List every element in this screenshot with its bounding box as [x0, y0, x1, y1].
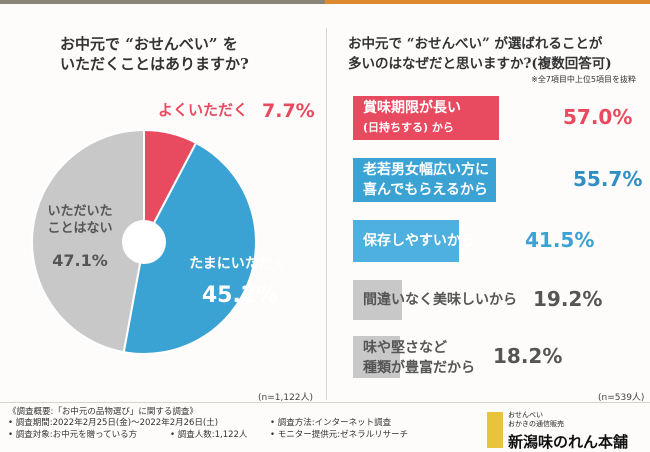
pie-slice-sometimes [122, 141, 257, 355]
bar-storage [353, 220, 460, 262]
bar-title: お中元で “おせんべい” が選ばれることが 多いのはなぜだと思いますか?(複数回… [348, 34, 648, 74]
bar-variety [353, 336, 400, 378]
bar-label-storage: 保存しやすいから [363, 231, 475, 251]
pie-label-never-line-1: いただいた [47, 204, 112, 219]
bar-label-line-1: 賞味期限が長い [363, 100, 461, 116]
pie-value-often: 7.7% [262, 100, 315, 122]
bar-label-line-2: 種類が豊富だから [363, 360, 475, 376]
bar-label-line-1: 味や堅さなど [363, 340, 447, 356]
bar-label-line-2: 喜んでもらえるから [363, 182, 488, 198]
bar-label-shelf-life: 賞味期限が長い (日持ちする) から [363, 98, 461, 138]
footer-title: 《調査概要:「お中元の品物選び」に関する調査》 [8, 407, 198, 417]
pie-title-line-1: お中元で “おせんべい” を [60, 35, 238, 53]
bar-title-line-1: お中元で “おせんべい” が選ばれることが [348, 36, 603, 52]
bar-label-line-1: 保存しやすいから [363, 233, 475, 249]
logo-subtitle: おせんべい おかきの通信販売 [508, 411, 564, 429]
bar-value-delicious: 19.2% [533, 287, 603, 311]
pie-label-often: よくいただく [158, 101, 248, 119]
footer-provider: • モニター提供元:ゼネラルリサーチ [270, 430, 409, 440]
pie-value-sometimes: 45.2% [202, 283, 278, 308]
pie-label-sometimes: たまにいただく [189, 256, 287, 272]
pie-slice-never [31, 128, 145, 354]
footer-people: • 調査人数:1,122人 [170, 430, 248, 440]
bar-value-variety: 18.2% [493, 344, 563, 368]
pie-title: お中元で “おせんべい” を いただくことはありますか? [60, 34, 300, 74]
top-bar-left [0, 0, 325, 4]
bar-value-shelf-life: 57.0% [563, 105, 633, 129]
bar-value-all-ages: 55.7% [573, 167, 643, 191]
footer-divider [0, 402, 650, 403]
bar-label-line-1: 老若男女幅広い方に [363, 162, 489, 178]
pie-title-line-2: いただくことはありますか? [60, 55, 249, 73]
bar-row-shelf-life: 賞味期限が長い (日持ちする) から 57.0% [353, 96, 643, 140]
bar-row-all-ages: 老若男女幅広い方に 喜んでもらえるから 55.7% [353, 158, 643, 202]
bar-label-line-1: 間違いなく美味しいから [363, 292, 517, 308]
bar-shelf-life [353, 96, 499, 140]
bar-delicious [353, 280, 403, 320]
bar-row-delicious: 間違いなく美味しいから 19.2% [353, 280, 643, 320]
logo-mark [487, 412, 503, 448]
bar-row-variety: 味や堅さなど種類が豊富だから 18.2% [353, 336, 643, 378]
bar-value-storage: 41.5% [525, 228, 595, 252]
section-divider [326, 28, 327, 400]
pie-n-label: (n=1,122人) [258, 393, 314, 403]
bar-label-variety: 味や堅さなど種類が豊富だから [363, 338, 475, 378]
logo-subtitle-2: おかきの通信販売 [508, 420, 564, 428]
bar-label-delicious: 間違いなく美味しいから [363, 290, 517, 310]
top-bar-right [325, 0, 650, 4]
bar-title-line-2: 多いのはなぜだと思いますか?(複数回答可) [348, 56, 612, 72]
bar-n-label: (n=539人) [598, 393, 645, 403]
logo-name: 新潟味のれん本舗 [508, 433, 629, 451]
bar-all-ages [353, 158, 496, 202]
bar-label-line-2: (日持ちする) から [363, 121, 454, 134]
bar-note: ※全7項目中上位5項目を抜粋 [531, 75, 636, 84]
pie-label-never-line-2: ことはない [47, 221, 112, 236]
footer-method: • 調査方法:インターネット調査 [270, 418, 392, 428]
pie-center-hole [122, 220, 166, 264]
footer-target: • 調査対象:お中元を贈っている方 [8, 430, 138, 440]
pie-value-never: 47.1% [52, 251, 108, 270]
footer-period: • 調査期間:2022年2月25日(金)〜2022年2月26日(土) [8, 418, 219, 428]
bar-row-storage: 保存しやすいから 41.5% [353, 220, 643, 262]
logo-subtitle-1: おせんべい [508, 411, 543, 419]
bar-label-all-ages: 老若男女幅広い方に 喜んでもらえるから [363, 160, 489, 200]
